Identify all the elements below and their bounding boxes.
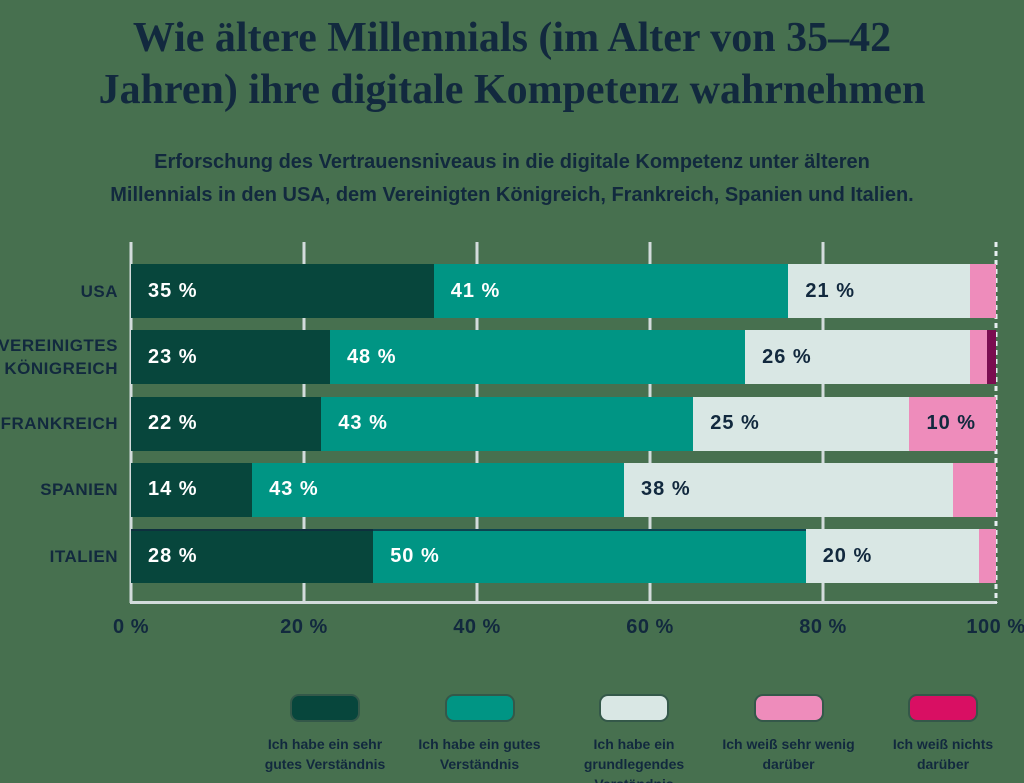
legend-item-2: Ich habe ein grundlegendes Verständnis <box>561 696 707 783</box>
bar-segment-usa-0: 35 % <box>131 264 434 318</box>
bar-italien: 28 % 50 % 20 % <box>131 529 996 584</box>
legend-item-0: Ich habe ein sehr gutes Verständnis <box>252 696 398 783</box>
bar-segment-usa-3 <box>970 264 996 318</box>
bar-segment-vereinigtes-k-nigreich-4 <box>987 330 996 385</box>
bar-segment-spanien-1: 43 % <box>252 462 625 517</box>
bar-segment-spanien-2: 38 % <box>624 462 953 517</box>
x-tick-label-60: 60 % <box>626 616 674 638</box>
category-label-vereinigtes-k-nigreich: VEREINIGTES KÖNIGREICH <box>0 336 118 379</box>
bar-segment-usa-2: 21 % <box>788 264 971 318</box>
plot-area: 0 % 20 % 40 % 60 % 80 % 100 % USA 35 % 41 % 21 % V… <box>0 242 1024 638</box>
bar-segment-spanien-0: 14 % <box>131 462 253 517</box>
legend-label-0: Ich habe ein sehr gutes Verständnis <box>264 736 386 772</box>
bar-segment-frankreich-0: 22 % <box>131 396 322 451</box>
legend-item-3: Ich weiß sehr wenig darüber <box>716 696 862 783</box>
x-tick-label-100: 100 % <box>966 616 1024 638</box>
legend-label-3: Ich weiß sehr wenig darüber <box>722 736 855 772</box>
segment-value-label: 43 % <box>338 412 388 435</box>
legend-item-1: Ich habe ein gutes Verständnis <box>407 696 553 783</box>
bar-segment-italien-0: 28 % <box>131 529 374 584</box>
legend-label-1: Ich habe ein gutes Verständnis <box>418 736 541 772</box>
gridline-100 <box>994 242 998 603</box>
legend-item-4: Ich weiß nichts darüber <box>870 696 1016 783</box>
legend-label-2: Ich habe ein grundlegendes Verständnis <box>583 736 685 783</box>
legend-swatch-3 <box>755 696 822 720</box>
bar-frankreich: 22 % 43 % 25 % 10 % <box>131 396 996 451</box>
legend-swatch-1 <box>446 696 513 720</box>
segment-value-label: 21 % <box>805 279 855 302</box>
bar-segment-vereinigtes-k-nigreich-1: 48 % <box>329 330 746 385</box>
x-tick-label-40: 40 % <box>453 616 501 638</box>
segment-value-label: 23 % <box>148 345 198 368</box>
bar-segment-frankreich-3: 10 % <box>909 396 996 451</box>
segment-value-label: 43 % <box>269 478 319 501</box>
bar-vereinigtes-k-nigreich: 23 % 48 % 26 % <box>131 330 996 385</box>
chart-title-line2: Jahren) ihre digitale Kompetenz wahrnehm… <box>98 67 926 113</box>
legend-swatch-0 <box>292 696 358 720</box>
legend-swatch-2 <box>601 696 667 720</box>
legend: Ich habe ein sehr gutes Verständnis Ich h… <box>252 696 1016 783</box>
segment-value-label: 25 % <box>710 412 760 435</box>
category-label-spanien: SPANIEN <box>40 480 118 500</box>
x-tick-label-20: 20 % <box>280 616 328 638</box>
segment-value-label: 48 % <box>346 345 397 368</box>
segment-value-label: 50 % <box>390 544 440 567</box>
bar-segment-italien-1: 50 % <box>373 529 806 584</box>
segment-value-label: 28 % <box>148 544 198 567</box>
bar-spanien: 14 % 43 % 38 % <box>131 462 996 517</box>
segment-value-label: 35 % <box>148 279 198 302</box>
bar-segment-vereinigtes-k-nigreich-2: 26 % <box>745 330 971 385</box>
bar-segment-vereinigtes-k-nigreich-3 <box>970 330 988 385</box>
segment-value-label: 38 % <box>641 478 691 501</box>
bar-segment-frankreich-2: 25 % <box>693 396 910 451</box>
segment-value-label: 41 % <box>450 279 501 302</box>
chart-subtitle: Erforschung des Vertrauensniveaus in die… <box>0 146 1024 212</box>
chart-subtitle-line2: Millennials in den USA, dem Vereinigten … <box>110 184 914 206</box>
segment-value-label: 14 % <box>148 478 198 501</box>
x-axis-line <box>130 601 997 604</box>
category-label-frankreich: FRANKREICH <box>0 414 118 434</box>
x-tick-label-0: 0 % <box>113 616 149 638</box>
bar-segment-usa-1: 41 % <box>433 264 789 318</box>
x-tick-label-80: 80 % <box>799 616 847 638</box>
segment-value-label: 22 % <box>148 412 198 435</box>
category-label-usa: USA <box>80 281 118 301</box>
segment-value-label: 10 % <box>926 412 977 435</box>
segment-value-label: 26 % <box>762 345 812 368</box>
chart-title-line1: Wie ältere Millennials (im Alter von 35–… <box>132 15 892 61</box>
category-label-italien: ITALIEN <box>49 546 118 566</box>
chart-subtitle-line1: Erforschung des Vertrauensniveaus in die… <box>154 151 870 173</box>
bar-segment-frankreich-1: 43 % <box>321 396 694 451</box>
legend-label-4: Ich weiß nichts darüber <box>892 736 994 772</box>
bar-segment-spanien-3 <box>952 462 996 517</box>
legend-swatch-4 <box>910 696 976 720</box>
segment-value-label: 20 % <box>822 544 873 567</box>
bar-segment-italien-3 <box>978 529 996 584</box>
bar-segment-vereinigtes-k-nigreich-0: 23 % <box>131 330 330 385</box>
bar-usa: 35 % 41 % 21 % <box>131 264 996 318</box>
chart-title: Wie ältere Millennials (im Alter von 35–… <box>0 12 1024 116</box>
bar-segment-italien-2: 20 % <box>805 529 979 584</box>
